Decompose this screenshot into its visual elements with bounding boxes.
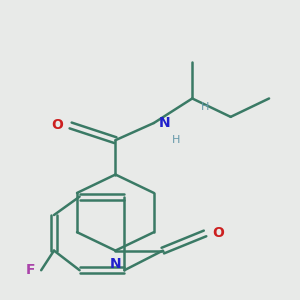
Text: H: H [172,135,180,145]
Text: O: O [51,118,63,133]
Text: H: H [201,102,210,112]
Text: N: N [110,257,121,271]
Text: N: N [159,116,171,130]
Text: O: O [213,226,225,240]
Text: F: F [25,263,35,277]
